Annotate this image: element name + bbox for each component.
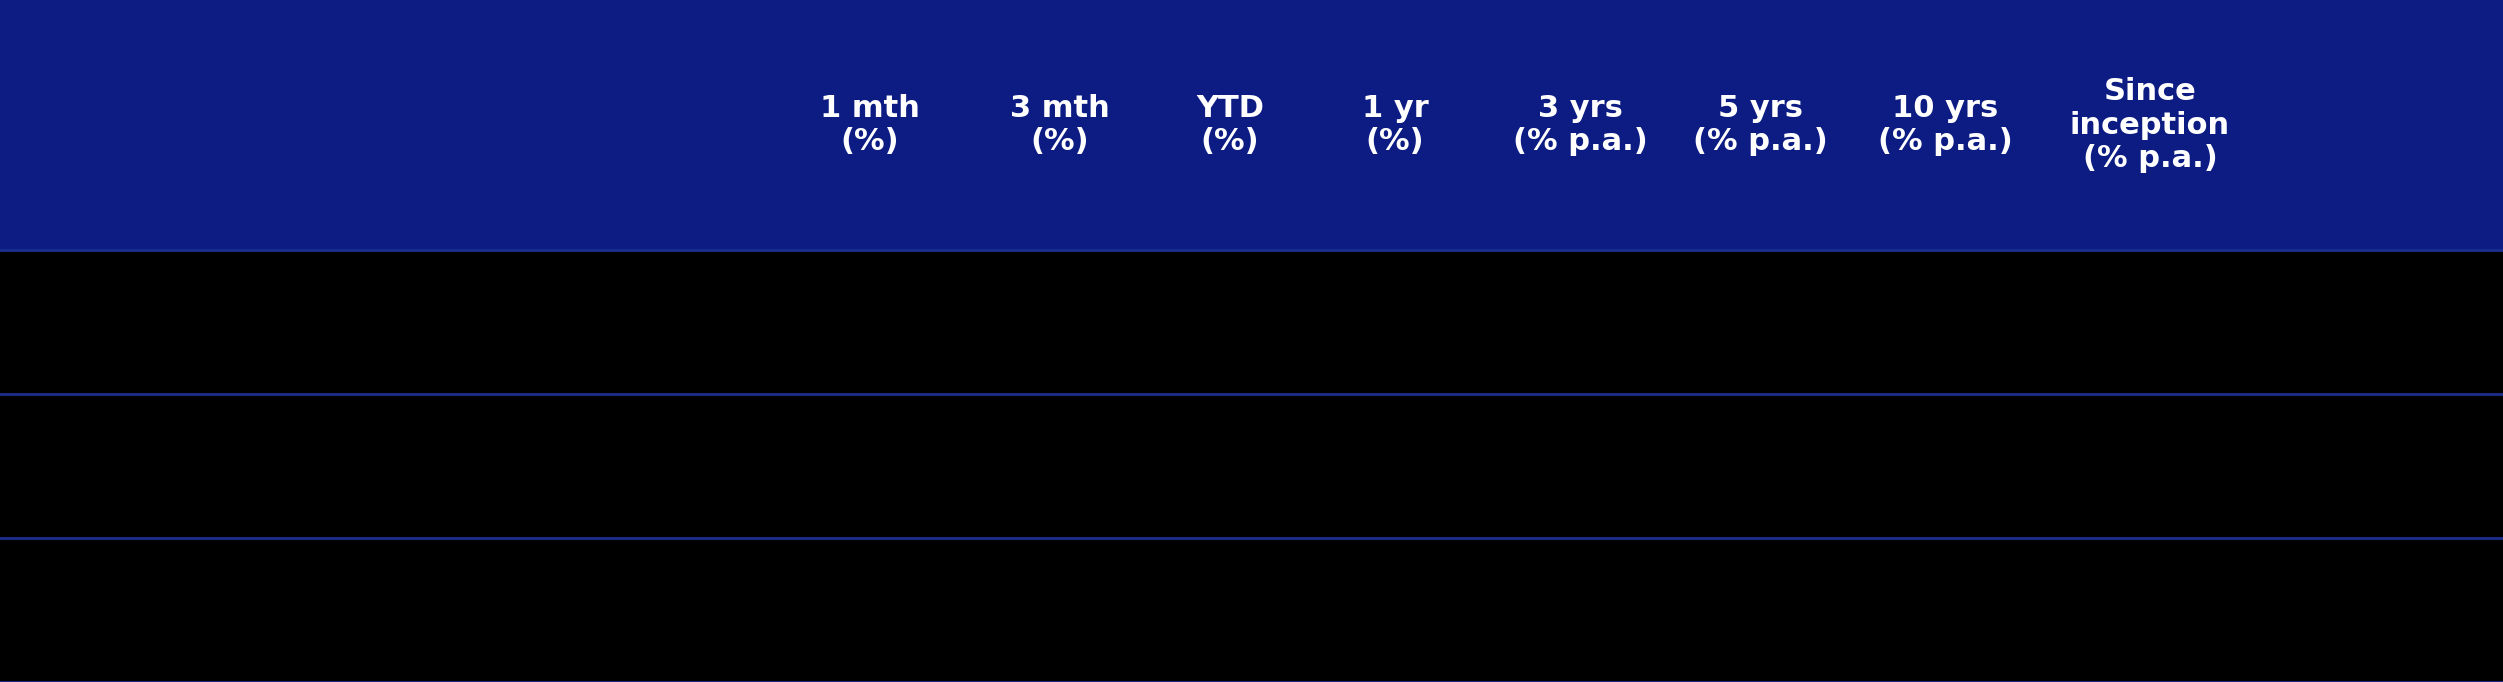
Bar [0, 538, 2503, 682]
Text: 1 mth
(%): 1 mth (%) [821, 93, 921, 156]
Bar [0, 0, 2503, 250]
Text: 3 yrs
(% p.a.): 3 yrs (% p.a.) [1512, 93, 1647, 156]
Bar [0, 394, 2503, 538]
Text: Since
inception
(% p.a.): Since inception (% p.a.) [2070, 77, 2230, 173]
Bar [0, 250, 2503, 394]
Text: 5 yrs
(% p.a.): 5 yrs (% p.a.) [1692, 93, 1827, 156]
Text: 10 yrs
(% p.a.): 10 yrs (% p.a.) [1877, 93, 2012, 156]
Text: YTD
(%): YTD (%) [1196, 93, 1264, 156]
Text: 3 mth
(%): 3 mth (%) [1011, 93, 1109, 156]
Text: 1 yr
(%): 1 yr (%) [1362, 93, 1429, 156]
